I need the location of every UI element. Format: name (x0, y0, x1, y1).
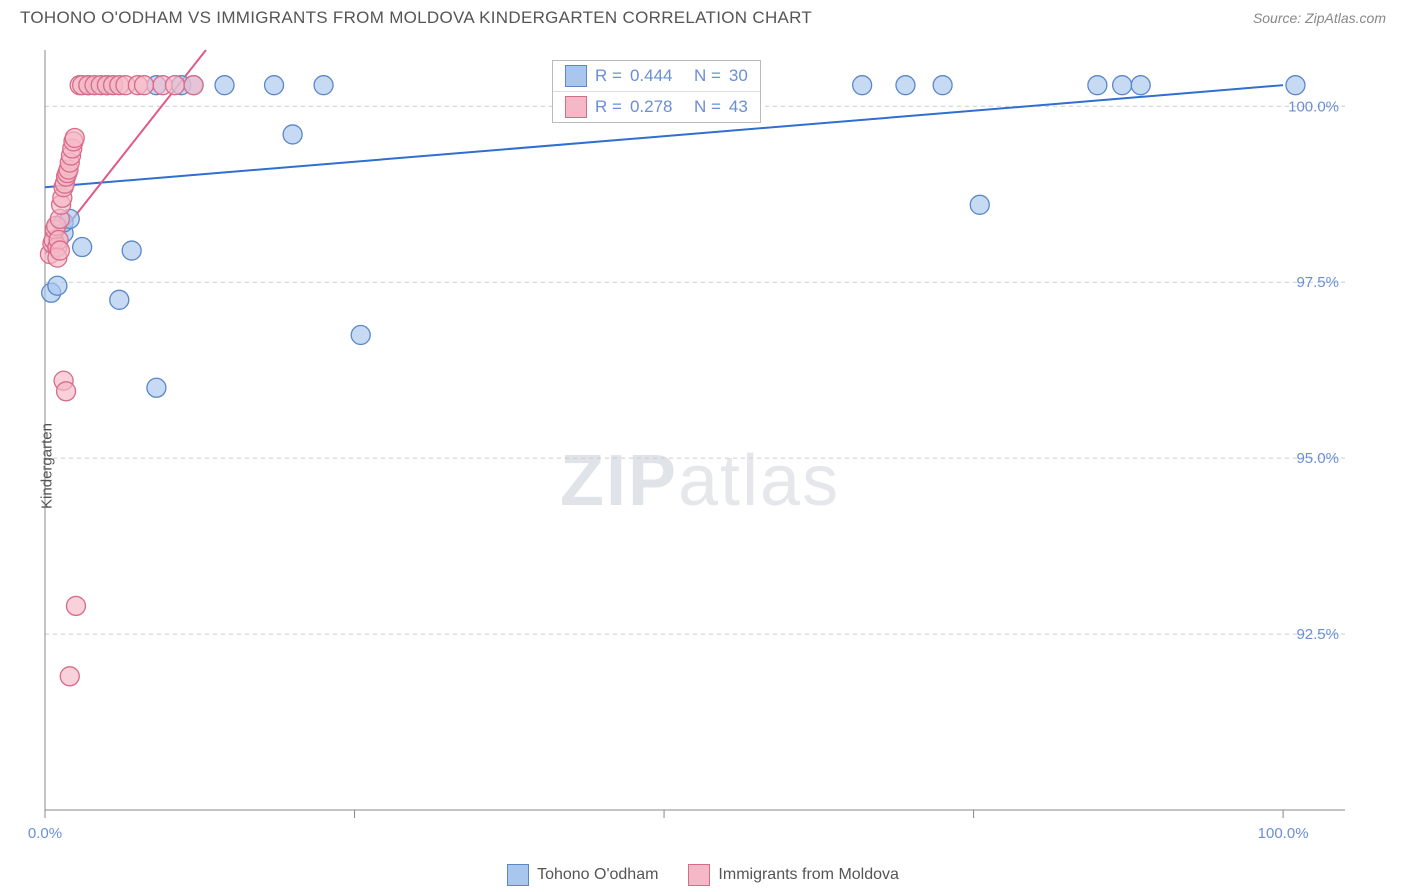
y-tick-label: 92.5% (1296, 626, 1339, 643)
data-point (970, 195, 989, 214)
series-legend-item: Tohono O'odham (507, 864, 658, 886)
data-point (48, 276, 67, 295)
legend-swatch (565, 96, 587, 118)
data-point (135, 76, 154, 95)
legend-r-value: 0.278 (630, 97, 686, 117)
legend-row: R = 0.444 N = 30 (553, 61, 760, 92)
data-point (351, 326, 370, 345)
legend-swatch (565, 65, 587, 87)
legend-n-value: 30 (729, 66, 748, 86)
data-point (1088, 76, 1107, 95)
y-tick-label: 100.0% (1288, 98, 1339, 115)
data-point (166, 76, 185, 95)
data-point (1113, 76, 1132, 95)
data-point (147, 378, 166, 397)
data-point (853, 76, 872, 95)
legend-r-label: R = (595, 66, 622, 86)
data-point (1286, 76, 1305, 95)
data-point (1131, 76, 1150, 95)
legend-n-label: N = (694, 97, 721, 117)
data-point (122, 241, 141, 260)
legend-r-label: R = (595, 97, 622, 117)
legend-swatch (688, 864, 710, 886)
series-legend-label: Immigrants from Moldova (718, 866, 899, 884)
data-point (184, 76, 203, 95)
series-legend: Tohono O'odham Immigrants from Moldova (0, 858, 1406, 892)
data-point (110, 290, 129, 309)
data-point (215, 76, 234, 95)
legend-n-value: 43 (729, 97, 748, 117)
y-axis-label: Kindergarten (38, 423, 55, 509)
legend-swatch (507, 864, 529, 886)
data-point (896, 76, 915, 95)
data-point (60, 667, 79, 686)
correlation-legend: R = 0.444 N = 30 R = 0.278 N = 43 (552, 60, 761, 123)
data-point (66, 596, 85, 615)
y-tick-label: 95.0% (1296, 450, 1339, 467)
data-point (933, 76, 952, 95)
y-tick-label: 97.5% (1296, 274, 1339, 291)
data-point (283, 125, 302, 144)
data-point (73, 238, 92, 257)
series-legend-item: Immigrants from Moldova (688, 864, 899, 886)
data-point (314, 76, 333, 95)
data-point (50, 241, 69, 260)
legend-n-label: N = (694, 66, 721, 86)
data-point (65, 128, 84, 147)
data-point (57, 382, 76, 401)
chart-area: Kindergarten 92.5% 95.0% 97.5% 100.0% 0.0% 10… (0, 40, 1406, 892)
legend-row: R = 0.278 N = 43 (553, 92, 760, 122)
scatter-plot: 92.5% 95.0% 97.5% 100.0% 0.0% 100.0% (0, 40, 1370, 860)
data-point (265, 76, 284, 95)
chart-source: Source: ZipAtlas.com (1253, 10, 1386, 26)
chart-title: TOHONO O'ODHAM VS IMMIGRANTS FROM MOLDOV… (20, 8, 812, 28)
x-tick-label: 100.0% (1258, 825, 1309, 842)
series-legend-label: Tohono O'odham (537, 866, 658, 884)
chart-header: TOHONO O'ODHAM VS IMMIGRANTS FROM MOLDOV… (0, 0, 1406, 32)
legend-r-value: 0.444 (630, 66, 686, 86)
x-tick-label: 0.0% (28, 825, 62, 842)
